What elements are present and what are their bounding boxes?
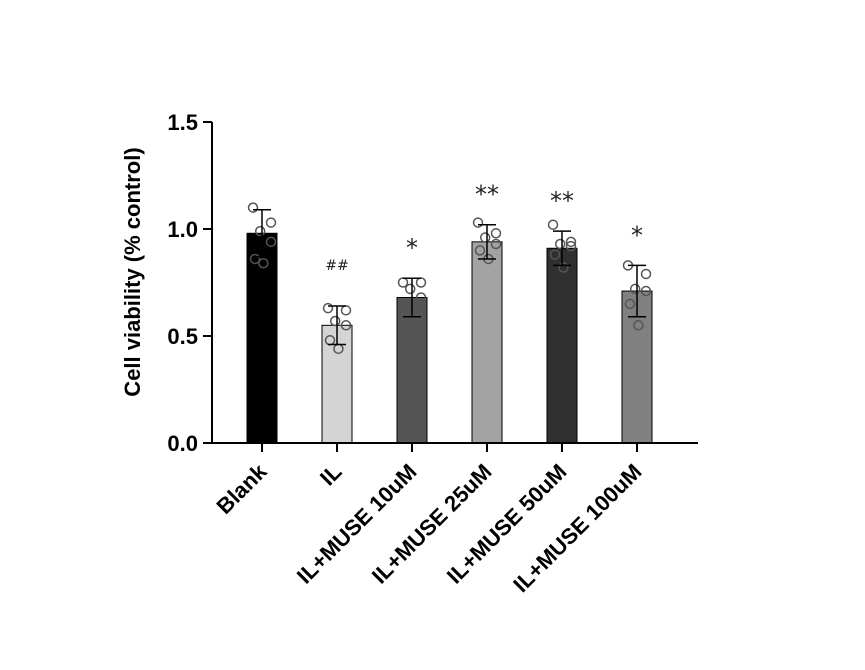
data-point bbox=[624, 298, 636, 310]
data-point bbox=[265, 217, 277, 228]
y-tick-label: 0.5 bbox=[167, 324, 198, 349]
data-point bbox=[404, 283, 416, 295]
data-point bbox=[322, 302, 334, 314]
error-bar-5 bbox=[628, 264, 646, 318]
data-point bbox=[258, 257, 269, 269]
data-point bbox=[565, 236, 577, 248]
data-point bbox=[629, 283, 641, 295]
x-tick-label: IL+MUSE 100uM bbox=[508, 459, 646, 597]
y-tick-label: 0.0 bbox=[167, 431, 198, 456]
data-point bbox=[254, 225, 266, 237]
data-point bbox=[640, 285, 652, 297]
data-point bbox=[479, 232, 491, 243]
data-point bbox=[265, 236, 277, 248]
significance-marker: ** bbox=[550, 187, 574, 215]
bar-4 bbox=[546, 247, 578, 444]
bar-0 bbox=[246, 232, 278, 444]
data-point bbox=[415, 277, 427, 288]
significance-marker: * bbox=[631, 221, 643, 249]
data-point bbox=[549, 249, 561, 260]
data-point bbox=[547, 219, 559, 230]
data-point bbox=[565, 240, 577, 252]
y-tick-label: 1.0 bbox=[167, 217, 198, 242]
error-bar-0 bbox=[253, 208, 271, 258]
x-tick-label: Blank bbox=[211, 458, 272, 519]
error-bars-layer bbox=[253, 208, 646, 346]
data-point bbox=[249, 253, 261, 265]
axes-layer bbox=[203, 121, 698, 452]
data-point bbox=[490, 238, 502, 250]
data-point bbox=[554, 238, 566, 250]
error-bar-4 bbox=[553, 230, 571, 267]
error-bar-1 bbox=[328, 305, 346, 346]
significance-marker: * bbox=[406, 234, 418, 262]
data-point bbox=[633, 320, 644, 331]
y-axis-label: Cell viability (% control) bbox=[120, 147, 145, 396]
x-tick-label: IL bbox=[315, 459, 347, 491]
bars-layer bbox=[246, 232, 653, 444]
error-bar-2 bbox=[403, 277, 421, 318]
data-point bbox=[558, 262, 569, 273]
significance-marker: ## bbox=[325, 258, 348, 274]
significance-marker: ** bbox=[475, 181, 499, 209]
points-layer bbox=[247, 202, 652, 355]
error-bar-3 bbox=[478, 223, 496, 260]
bar-2 bbox=[396, 296, 428, 444]
data-point bbox=[247, 202, 259, 213]
y-tick-label: 1.5 bbox=[167, 110, 198, 135]
data-point bbox=[399, 305, 411, 316]
data-point bbox=[415, 292, 427, 303]
data-point bbox=[329, 315, 341, 327]
data-point bbox=[640, 268, 652, 280]
data-point bbox=[474, 245, 486, 256]
data-point bbox=[340, 320, 352, 331]
data-point bbox=[490, 228, 502, 239]
data-point bbox=[472, 217, 484, 228]
bar-3 bbox=[471, 241, 503, 444]
data-point bbox=[340, 305, 352, 316]
